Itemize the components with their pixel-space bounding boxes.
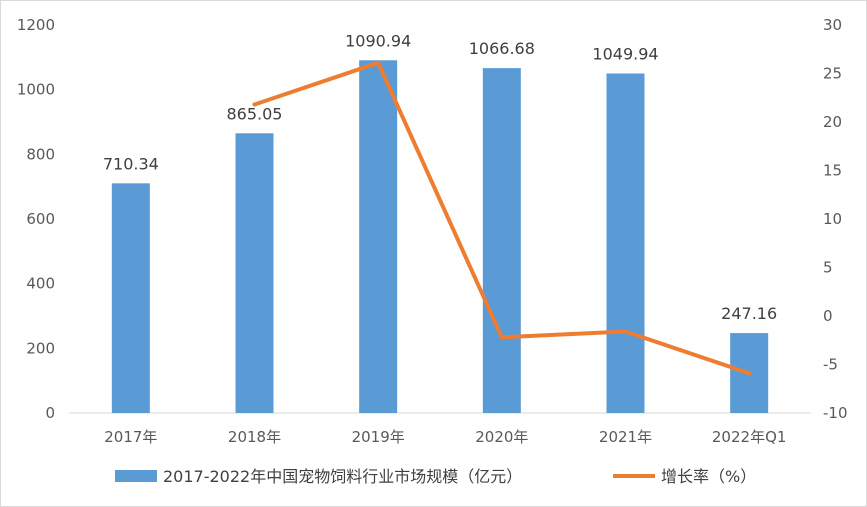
- x-axis-tick-label: 2022年Q1: [712, 428, 787, 446]
- right-axis-tick-label: 30: [823, 16, 842, 34]
- right-axis-tick-label: 5: [823, 259, 833, 277]
- right-axis-tick-label: -5: [823, 356, 838, 374]
- left-axis-tick-label: 600: [26, 210, 55, 228]
- bar-data-label: 1090.94: [345, 31, 411, 50]
- bar: [482, 68, 521, 413]
- x-axis-tick-label: 2017年: [104, 428, 157, 446]
- bar-data-label: 1066.68: [469, 39, 535, 58]
- bar-data-label: 247.16: [721, 304, 777, 323]
- right-axis-tick-label: 20: [823, 113, 842, 131]
- x-axis-tick-label: 2018年: [228, 428, 281, 446]
- growth-rate-point: [252, 102, 257, 107]
- x-axis-tick-label: 2021年: [599, 428, 652, 446]
- right-y-axis: -10 -5 0 5 10 15 20 25 30: [823, 16, 848, 422]
- right-axis-tick-label: 15: [823, 162, 842, 180]
- left-y-axis: 0 200 400 600 800 1000 1200: [17, 16, 55, 422]
- right-axis-tick-label: 25: [823, 65, 842, 83]
- growth-rate-point: [376, 60, 381, 65]
- left-axis-tick-label: 1000: [17, 81, 55, 99]
- legend-bar-label: 2017-2022年中国宠物饲料行业市场规模（亿元）: [163, 467, 522, 486]
- legend-bar-swatch: [115, 470, 157, 482]
- bar-data-label: 710.34: [103, 154, 159, 173]
- legend: 2017-2022年中国宠物饲料行业市场规模（亿元） 增长率（%）: [115, 467, 756, 486]
- x-axis-ticks: 2017年 2018年 2019年 2020年 2021年 2022年Q1: [104, 428, 786, 446]
- growth-rate-point: [623, 329, 628, 334]
- x-axis-tick-label: 2019年: [352, 428, 405, 446]
- bar-series: 710.34 865.05 1090.94 1066.68 1049.94 247.16: [103, 31, 777, 414]
- left-axis-tick-label: 400: [26, 275, 55, 293]
- legend-line-label: 增长率（%）: [661, 467, 756, 486]
- bar: [235, 133, 274, 413]
- left-axis-tick-label: 1200: [17, 16, 55, 34]
- bar-data-label: 865.05: [227, 104, 283, 123]
- left-axis-tick-label: 200: [26, 339, 55, 357]
- growth-rate-point: [747, 371, 752, 376]
- bar: [111, 183, 150, 413]
- bar: [606, 73, 645, 413]
- right-axis-tick-label: 0: [823, 307, 833, 325]
- growth-rate-point: [499, 335, 504, 340]
- bar: [359, 60, 398, 414]
- right-axis-tick-label: -10: [823, 404, 848, 422]
- right-axis-tick-label: 10: [823, 210, 842, 228]
- left-axis-tick-label: 0: [45, 404, 55, 422]
- x-axis-tick-label: 2020年: [475, 428, 528, 446]
- left-axis-tick-label: 800: [26, 145, 55, 163]
- bar-data-label: 1049.94: [592, 45, 658, 64]
- line-series: [252, 60, 752, 376]
